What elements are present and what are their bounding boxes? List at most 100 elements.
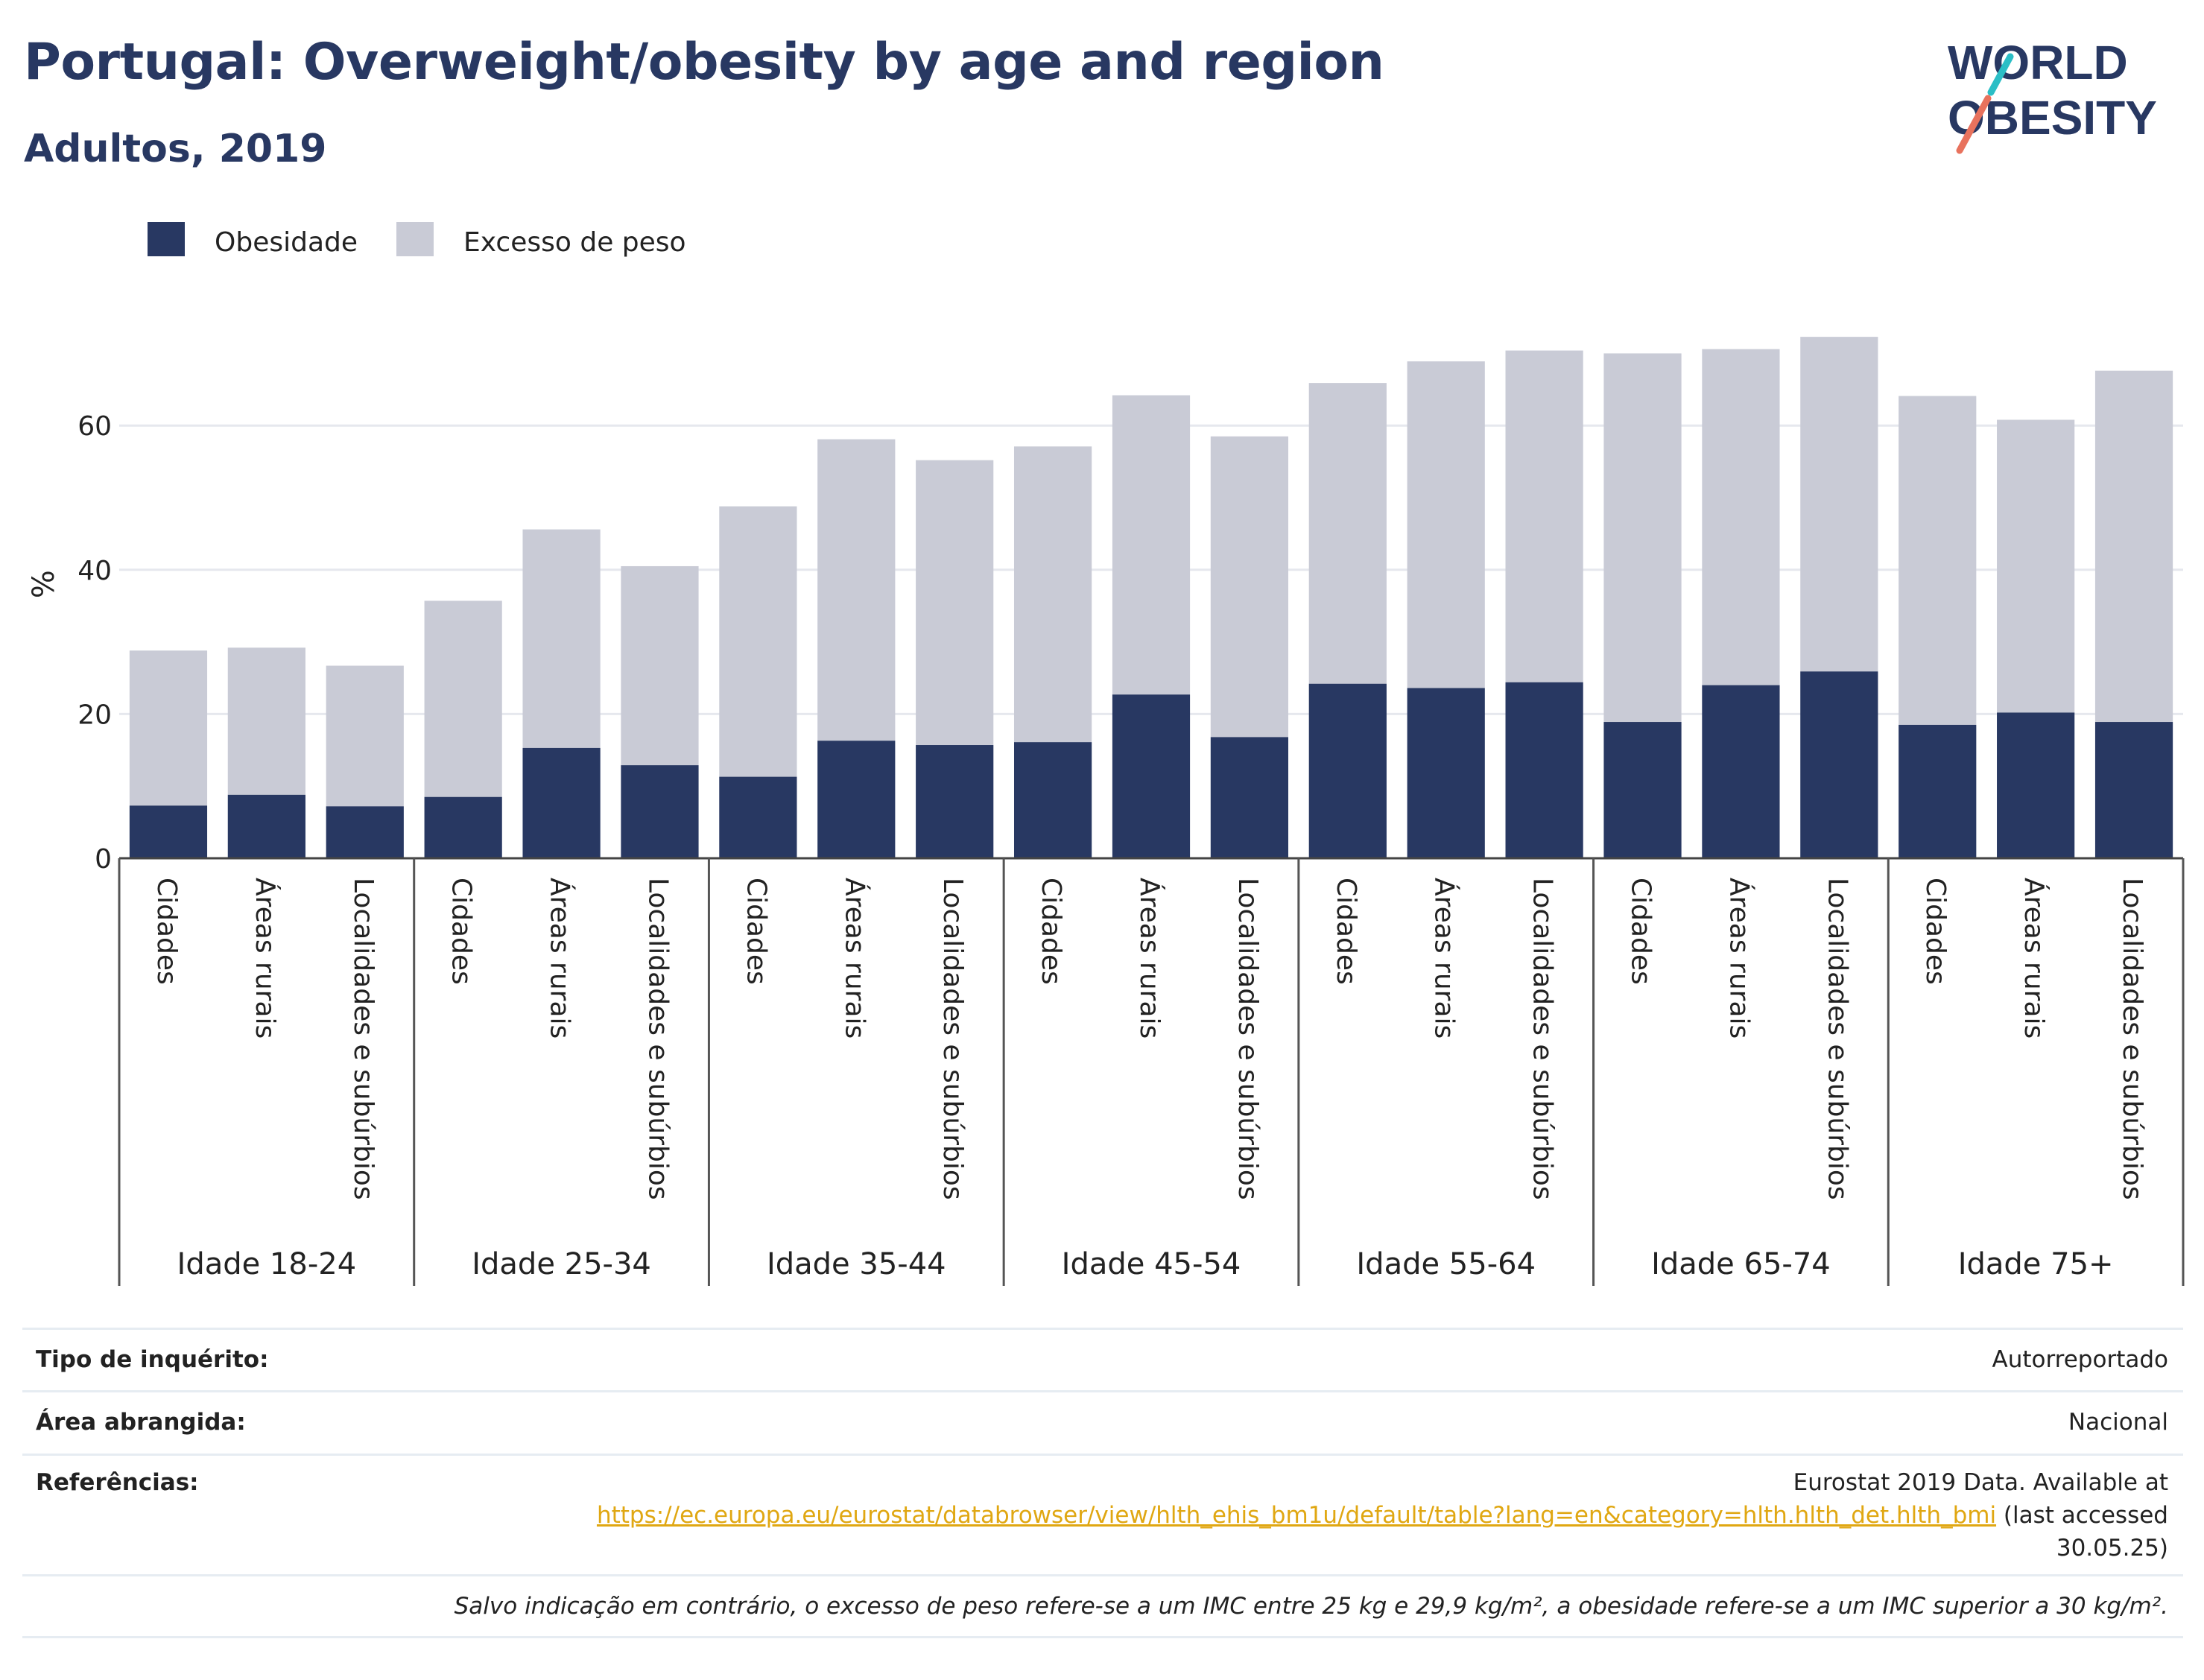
x-tick-label: Localidades e subúrbios [642,878,673,1200]
bar-excesso-de-peso [1210,436,1289,738]
bar-obesidade [1702,685,1780,858]
y-tick-label: 40 [77,556,112,586]
bar-obesidade [817,741,896,858]
bar-excesso-de-peso [1800,337,1878,672]
bar-obesidade [1210,737,1289,858]
x-tick-label: Áreas rurais [1429,878,1460,1039]
svg-text:WORLD: WORLD [1948,37,2128,89]
group-label: Idade 55-64 [1356,1247,1536,1281]
bar-excesso-de-peso [424,600,502,797]
group-label: Idade 65-74 [1651,1247,1831,1281]
bar-excesso-de-peso [1603,353,1682,723]
legend-label-excesso-de-peso: Excesso de peso [463,227,686,258]
x-tick-label: Áreas rurais [839,878,870,1039]
x-tick-label: Localidades e subúrbios [1527,878,1558,1200]
x-tick-label: Localidades e subúrbios [937,878,968,1200]
bar-obesidade [1308,683,1387,858]
bar-excesso-de-peso [227,647,305,795]
x-tick-label: Localidades e subúrbios [348,878,379,1200]
bar-obesidade [522,747,601,858]
group-label: Idade 18-24 [177,1247,357,1281]
bar-obesidade [227,794,305,858]
y-tick-label: 20 [77,700,112,730]
bar-excesso-de-peso [1997,419,2075,713]
bar-obesidade [1899,724,1977,858]
y-tick-label: 60 [77,411,112,442]
x-tick-label: Cidades [151,878,182,985]
legend-label-obesidade: Obesidade [215,227,358,258]
bar-obesidade [1603,722,1682,858]
x-tick-label: Localidades e subúrbios [1232,878,1263,1200]
bar-excesso-de-peso [1702,349,1780,685]
x-tick-label: Cidades [1331,878,1361,985]
bar-obesidade [1112,694,1191,858]
bar-obesidade [1800,671,1878,858]
x-tick-label: Áreas rurais [545,878,576,1039]
y-axis-label: % [27,570,61,598]
bar-excesso-de-peso [1013,446,1092,743]
bar-excesso-de-peso [1505,350,1583,682]
x-tick-label: Cidades [1036,878,1066,985]
bar-excesso-de-peso [621,565,699,766]
x-tick-label: Áreas rurais [2018,878,2050,1039]
bar-obesidade [129,805,208,858]
bar-obesidade [1407,688,1485,858]
legend-swatch-obesidade [148,222,185,256]
area-row: Área abrangida: Nacional [22,1390,2183,1454]
page-subtitle: Adultos, 2019 [24,127,327,171]
bar-excesso-de-peso [1407,361,1485,688]
references-date: 30.05.25) [2056,1535,2168,1562]
x-tick-label: Localidades e subúrbios [2117,878,2147,1200]
bar-obesidade [1013,742,1092,858]
references-value: Eurostat 2019 Data. Available at https:/… [597,1466,2168,1574]
bar-obesidade [719,776,797,858]
bar-excesso-de-peso [326,665,404,807]
references-source: Eurostat 2019 Data. Available at [1793,1469,2168,1496]
bar-obesidade [424,796,502,858]
bar-obesidade [621,765,699,858]
svg-text:OBESITY: OBESITY [1948,91,2157,145]
bar-obesidade [1997,712,2075,858]
info-table: Tipo de inquérito: Autorreportado Área a… [22,1328,2183,1638]
survey-type-label: Tipo de inquérito: [36,1346,269,1373]
references-link[interactable]: https://ec.europa.eu/eurostat/databrowse… [596,1502,1997,1529]
definition-note: Salvo indicação em contrário, o excesso … [454,1593,2168,1620]
x-tick-label: Cidades [1626,878,1656,985]
group-label: Idade 35-44 [767,1247,946,1281]
bar-obesidade [326,806,404,858]
references-accessed: (last accessed [1996,1502,2168,1529]
bar-excesso-de-peso [129,650,208,806]
x-tick-label: Áreas rurais [1723,878,1755,1039]
x-tick-label: Localidades e subúrbios [1822,878,1852,1200]
group-label: Idade 25-34 [472,1247,651,1281]
note-row: Salvo indicação em contrário, o excesso … [22,1574,2183,1638]
survey-type-row: Tipo de inquérito: Autorreportado [22,1328,2183,1390]
references-row: Referências: Eurostat 2019 Data. Availab… [22,1454,2183,1574]
survey-type-value: Autorreportado [1992,1346,2169,1373]
x-tick-label: Cidades [446,878,477,985]
references-label: Referências: [36,1469,199,1496]
bar-excesso-de-peso [2094,370,2173,723]
group-label: Idade 45-54 [1062,1247,1241,1281]
page-title: Portugal: Overweight/obesity by age and … [24,33,1384,92]
bar-excesso-de-peso [817,439,896,741]
bar-excesso-de-peso [719,506,797,777]
bar-excesso-de-peso [522,529,601,748]
world-obesity-logo: WORLD OBESITY [1948,37,2157,154]
bar-obesidade [2094,722,2173,858]
bar-obesidade [1505,682,1583,858]
bar-excesso-de-peso [1308,383,1387,684]
y-tick-label: 0 [95,844,112,875]
bar-excesso-de-peso [916,460,994,746]
bar-excesso-de-peso [1899,396,1977,725]
area-value: Nacional [2068,1409,2168,1436]
stacked-bar-chart: 0 20 40 60% Cidades Áreas rurais Localidades e… [27,222,2185,1286]
group-label: Idade 75+ [1958,1247,2114,1281]
x-tick-label: Áreas rurais [250,878,281,1039]
area-label: Área abrangida: [36,1409,246,1436]
x-tick-label: Cidades [741,878,771,985]
bar-excesso-de-peso [1112,395,1191,695]
x-tick-label: Áreas rurais [1134,878,1165,1039]
x-tick-label: Cidades [1920,878,1951,985]
bar-obesidade [916,745,994,858]
